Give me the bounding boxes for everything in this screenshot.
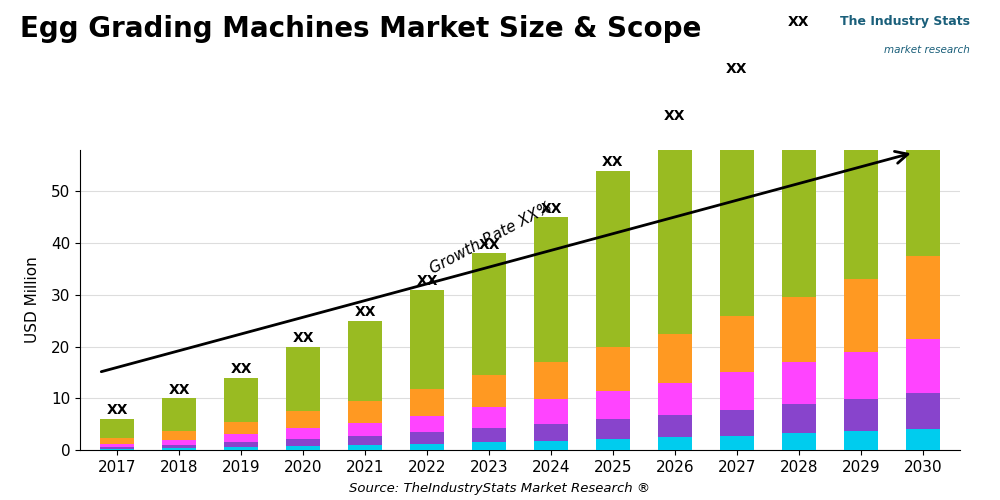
Bar (658, 437, 692, 450)
Bar (286, 446, 320, 450)
Bar (658, 415, 692, 437)
Text: XX: XX (478, 238, 500, 252)
Bar (534, 440, 568, 450)
Bar (162, 431, 196, 440)
Bar (224, 434, 258, 442)
Bar (782, 434, 816, 450)
Bar (658, 124, 692, 334)
Bar (472, 442, 506, 450)
Text: XX: XX (292, 331, 314, 345)
Bar (782, 298, 816, 362)
Bar (410, 432, 444, 444)
Bar (596, 438, 630, 450)
Text: XX: XX (540, 202, 562, 215)
Bar (720, 410, 754, 436)
Bar (720, 316, 754, 372)
Bar (410, 416, 444, 432)
Bar (720, 78, 754, 316)
Bar (534, 217, 568, 362)
Text: XX: XX (416, 274, 438, 288)
Bar (906, 430, 940, 450)
Bar (906, 256, 940, 339)
Bar (100, 448, 134, 450)
Bar (534, 400, 568, 424)
Bar (782, 31, 816, 297)
Bar (100, 444, 134, 446)
Text: market research: market research (884, 45, 970, 55)
Bar (100, 419, 134, 438)
Text: XX: XX (168, 382, 190, 396)
Y-axis label: USD Million: USD Million (25, 256, 40, 344)
Bar (906, 0, 940, 256)
Bar (596, 419, 630, 438)
Bar (844, 352, 878, 400)
Bar (224, 422, 258, 434)
Bar (534, 362, 568, 400)
Bar (472, 375, 506, 407)
Bar (844, 280, 878, 351)
Bar (720, 372, 754, 410)
Bar (472, 407, 506, 428)
Bar (782, 404, 816, 434)
Bar (224, 447, 258, 450)
Bar (162, 440, 196, 445)
Bar (410, 444, 444, 450)
Text: XX: XX (106, 404, 128, 417)
Bar (100, 438, 134, 444)
Text: XX: XX (602, 155, 624, 169)
Bar (224, 378, 258, 422)
Bar (286, 411, 320, 428)
Bar (596, 170, 630, 346)
Bar (348, 401, 382, 422)
Bar (100, 446, 134, 448)
Text: Growth Rate XX%: Growth Rate XX% (427, 200, 554, 277)
Bar (410, 389, 444, 416)
Bar (658, 383, 692, 415)
Bar (906, 339, 940, 393)
Bar (472, 254, 506, 375)
Text: XX: XX (230, 362, 252, 376)
Bar (720, 436, 754, 450)
Bar (844, 432, 878, 450)
Bar (844, 400, 878, 432)
Bar (348, 422, 382, 436)
Bar (348, 445, 382, 450)
Bar (906, 393, 940, 430)
Text: Egg Grading Machines Market Size & Scope: Egg Grading Machines Market Size & Scope (20, 15, 701, 43)
Text: XX: XX (788, 16, 810, 30)
Bar (286, 346, 320, 411)
Bar (162, 398, 196, 431)
Text: The Industry Stats: The Industry Stats (840, 15, 970, 28)
Bar (162, 445, 196, 448)
Bar (782, 362, 816, 405)
Bar (224, 442, 258, 447)
Bar (658, 334, 692, 383)
Bar (472, 428, 506, 442)
Text: XX: XX (664, 108, 686, 122)
Bar (286, 428, 320, 438)
Text: XX: XX (726, 62, 748, 76)
Text: XX: XX (354, 305, 376, 319)
Bar (596, 390, 630, 419)
Text: Source: TheIndustryStats Market Research ®: Source: TheIndustryStats Market Research… (349, 482, 651, 495)
Bar (844, 0, 878, 280)
Bar (348, 320, 382, 401)
Bar (348, 436, 382, 445)
Bar (286, 438, 320, 446)
Bar (534, 424, 568, 440)
Bar (410, 290, 444, 389)
Bar (596, 346, 630, 391)
Bar (162, 448, 196, 450)
